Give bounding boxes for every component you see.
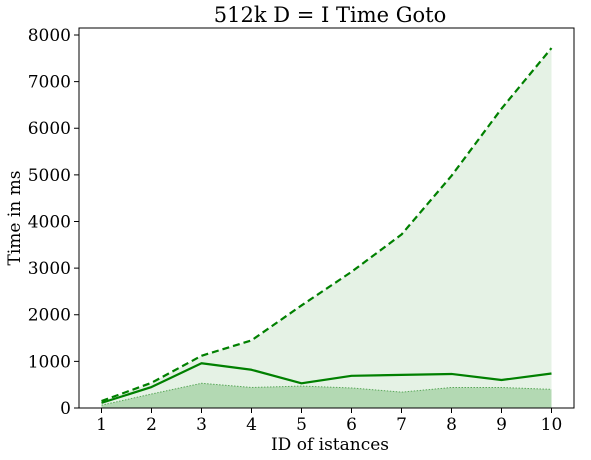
y-tick-label: 2000	[28, 306, 71, 326]
series-0-area	[101, 48, 552, 409]
y-tick-label: 1000	[28, 352, 71, 372]
y-tick-label: 0	[60, 399, 71, 419]
y-tick-label: 5000	[28, 166, 71, 186]
series-2-area	[101, 383, 552, 408]
y-tick-label: 3000	[28, 259, 71, 279]
series-lines	[101, 47, 553, 406]
y-tick-label: 7000	[28, 73, 71, 93]
x-tick-label: 7	[396, 415, 407, 435]
series-0-line	[101, 47, 553, 403]
plot-frame	[78, 27, 575, 409]
x-tick-label: 9	[496, 415, 507, 435]
y-axis-label: Time in ms	[5, 171, 25, 266]
y-tick-label: 8000	[28, 26, 71, 46]
x-tick-label: 2	[146, 415, 157, 435]
x-tick-label: 5	[296, 415, 307, 435]
area-fills	[101, 48, 552, 409]
x-tick-label: 4	[246, 415, 257, 435]
x-tick-label: 1	[96, 415, 107, 435]
chart-title: 512k D = I Time Goto	[214, 3, 446, 27]
y-tick-label: 6000	[28, 119, 71, 139]
x-axis-label: ID of istances	[271, 435, 389, 455]
x-ticks: 1 2 3 4 5 6 7 8 9 10	[96, 408, 562, 435]
x-tick-label: 6	[346, 415, 357, 435]
x-tick-label: 3	[196, 415, 207, 435]
x-tick-label: 8	[446, 415, 457, 435]
series-1-line	[101, 362, 552, 404]
x-tick-label: 10	[541, 415, 563, 435]
y-ticks: 0 1000 2000 3000 4000 5000 6000 7000 8000	[28, 26, 79, 419]
y-tick-label: 4000	[28, 212, 71, 232]
